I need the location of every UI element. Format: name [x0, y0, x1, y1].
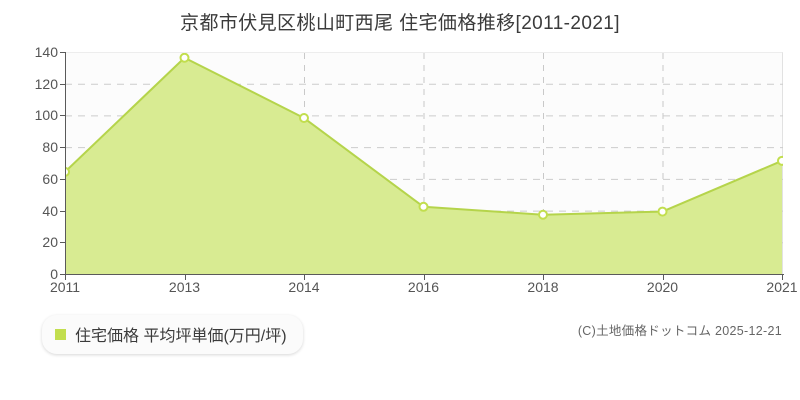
y-axis-tick-mark: [60, 242, 66, 244]
chart-title: 京都市伏見区桃山町西尾 住宅価格推移[2011-2021]: [180, 13, 620, 34]
data-point-marker: [179, 53, 190, 63]
plot-area: [65, 52, 783, 275]
y-axis-tick-label: 40: [42, 202, 58, 219]
x-axis-tick-mark: [184, 275, 186, 280]
y-axis-tick-label: 80: [42, 139, 58, 156]
y-axis-tick-label: 120: [34, 75, 58, 92]
y-axis-tick: 140: [0, 44, 58, 60]
x-axis-tick-mark: [423, 275, 425, 280]
data-point-marker: [657, 206, 668, 217]
y-axis-tick: 120: [0, 76, 58, 92]
y-axis-tick: 60: [0, 171, 58, 187]
x-axis-tick-label: 2014: [288, 279, 320, 295]
y-axis-line: [65, 52, 66, 275]
x-axis-tick-label: 2011: [49, 279, 81, 295]
y-axis-tick-label: 100: [34, 107, 58, 124]
y-axis-tick-mark: [60, 115, 66, 117]
chart-legend: 住宅価格 平均坪単価(万円/坪): [42, 315, 303, 354]
x-axis-tick-mark: [543, 275, 544, 280]
data-point-markers: [65, 53, 783, 220]
y-axis-tick-mark: [60, 52, 66, 53]
y-axis-tick-label: 20: [42, 234, 58, 251]
data-point-marker: [538, 209, 548, 220]
y-axis-tick-mark: [60, 210, 66, 212]
y-axis-tick: 40: [0, 203, 58, 219]
chart-plot-svg: [65, 53, 783, 275]
x-axis-tick-mark: [662, 275, 664, 280]
y-axis-tick: 0: [0, 266, 58, 282]
y-axis-tick-mark: [60, 178, 66, 180]
area-fill-path: [65, 57, 782, 275]
y-axis-tick-label: 140: [34, 44, 58, 60]
y-axis-tick: 80: [0, 139, 58, 155]
y-axis-tick-mark: [60, 274, 66, 275]
data-point-marker: [418, 201, 429, 212]
x-axis-tick-label: 2020: [646, 279, 679, 295]
y-axis-tick: 20: [0, 234, 58, 250]
y-axis-tick-mark: [60, 83, 66, 85]
data-point-marker: [777, 155, 783, 166]
data-point-marker: [299, 113, 309, 124]
legend-label: 住宅価格 平均坪単価(万円/坪): [75, 328, 287, 345]
x-axis-tick-label: 2013: [168, 279, 201, 295]
x-axis-tick-mark: [65, 275, 66, 280]
x-axis-tick-label: 2021: [766, 279, 798, 295]
x-axis-tick-label: 2016: [407, 279, 440, 295]
x-axis-line: [65, 274, 784, 275]
x-axis-tick-mark: [304, 275, 305, 280]
x-axis-tick-mark: [782, 275, 783, 280]
y-axis-tick-mark: [60, 147, 66, 149]
x-axis-tick-label: 2018: [527, 279, 559, 295]
footer-credit: (C)土地価格ドットコム 2025-12-21: [577, 324, 782, 338]
y-axis-tick-label: 0: [50, 266, 58, 282]
y-axis-tick: 100: [0, 107, 58, 123]
legend-swatch-icon: [55, 328, 66, 340]
y-axis-tick-label: 60: [42, 170, 58, 187]
